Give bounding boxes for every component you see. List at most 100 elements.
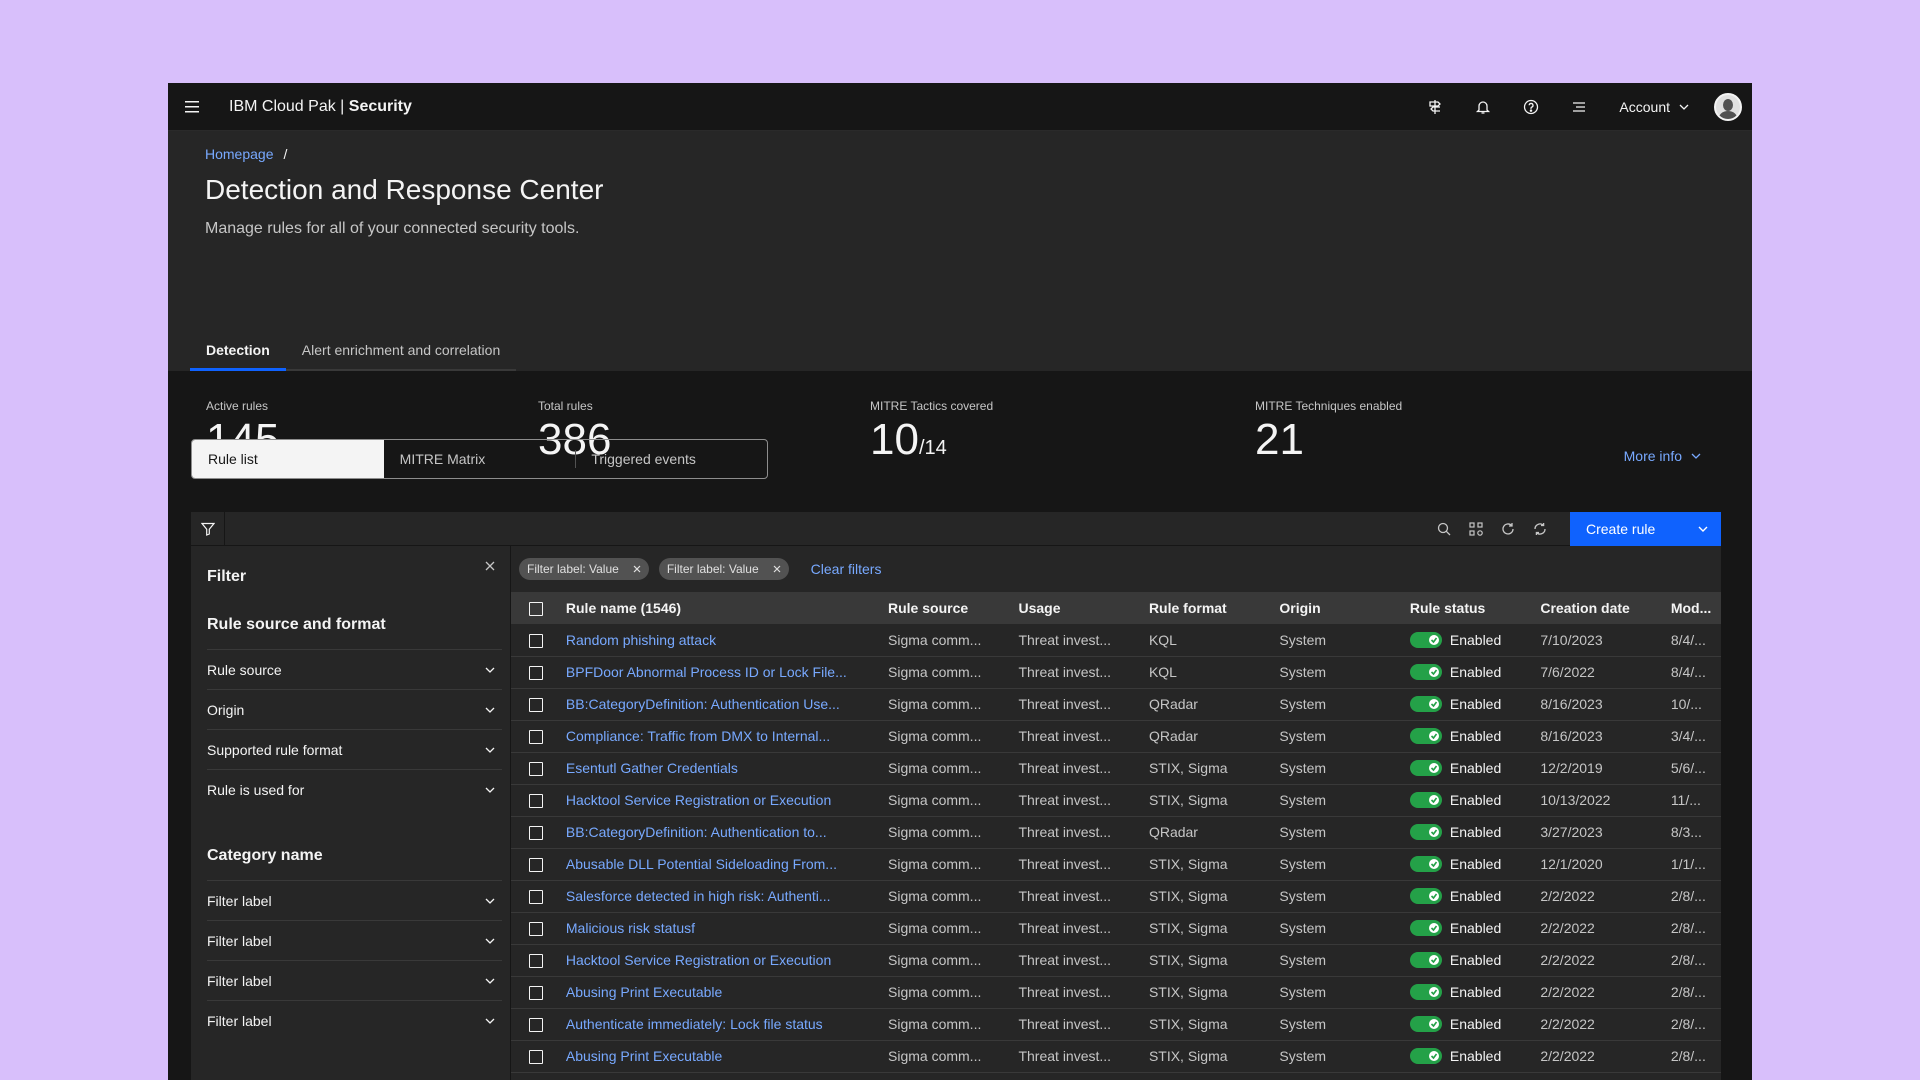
table-row[interactable]: BB:CategoryDefinition: Authentication to… [511, 816, 1721, 848]
filter-item[interactable]: Filter label [207, 880, 502, 920]
rule-name-link[interactable]: BB:CategoryDefinition: Authentication Us… [565, 696, 840, 712]
rule-name-link[interactable]: Abusable DLL Potential Sideloading From.… [565, 856, 837, 872]
switcher-rule-list[interactable]: Rule list [192, 440, 384, 478]
table-row[interactable]: Malicious risk statusf Sigma comm... Threa… [511, 912, 1721, 944]
status-toggle[interactable] [1409, 792, 1442, 808]
sync-icon[interactable] [1524, 512, 1556, 546]
help-icon[interactable] [1507, 83, 1555, 131]
status-toggle[interactable] [1409, 664, 1442, 680]
breadcrumb-home-link[interactable]: Homepage [205, 146, 274, 162]
row-checkbox[interactable] [529, 762, 543, 777]
status-toggle[interactable] [1409, 888, 1442, 904]
status-toggle[interactable] [1409, 824, 1442, 840]
create-rule-button[interactable]: Create rule [1570, 512, 1721, 546]
filter-item-rule-source[interactable]: Rule source [207, 649, 502, 689]
row-checkbox[interactable] [529, 1018, 543, 1033]
status-toggle[interactable] [1409, 920, 1442, 936]
tab-detection[interactable]: Detection [190, 331, 286, 371]
row-checkbox[interactable] [529, 633, 543, 648]
status-toggle[interactable] [1409, 856, 1442, 872]
table-row[interactable]: Authenticate immediately: Lock file stat… [511, 1008, 1721, 1040]
close-icon[interactable] [480, 556, 500, 576]
row-checkbox[interactable] [529, 826, 543, 841]
table-row[interactable]: Abusing Print Executable Sigma comm... Thr… [511, 1040, 1721, 1072]
status-toggle[interactable] [1409, 952, 1442, 968]
row-checkbox[interactable] [529, 890, 543, 905]
status-toggle[interactable] [1409, 696, 1442, 712]
row-checkbox[interactable] [529, 954, 543, 969]
chevron-down-icon[interactable] [1697, 523, 1709, 535]
rule-name-link[interactable]: Esentutl Gather Credentials [565, 760, 738, 776]
table-row[interactable]: Abusable DLL Potential Sideloading From.… [511, 848, 1721, 880]
switcher-triggered-events[interactable]: Triggered events [575, 440, 767, 478]
status-toggle[interactable] [1409, 760, 1442, 776]
status-toggle[interactable] [1409, 1048, 1442, 1064]
column-header[interactable]: Usage [1018, 600, 1061, 616]
table-row[interactable]: Hacktool Service Registration or Executi… [511, 944, 1721, 976]
filter-item-used-for[interactable]: Rule is used for [207, 769, 502, 809]
notification-icon[interactable] [1459, 83, 1507, 131]
rule-name-link[interactable]: Compliance: Traffic from DMX to Internal… [565, 728, 831, 744]
more-info-link[interactable]: More info [1624, 448, 1702, 464]
rule-name-link[interactable]: Authenticate immediately: Lock file stat… [565, 1016, 823, 1032]
table-row[interactable]: Salesforce detected in high risk: Authen… [511, 880, 1721, 912]
product-name[interactable]: IBM Cloud Pak | Security [229, 98, 412, 116]
status-toggle[interactable] [1409, 728, 1442, 744]
close-icon[interactable] [629, 561, 645, 577]
column-header[interactable]: Rule status [1409, 600, 1486, 616]
row-checkbox[interactable] [529, 922, 543, 937]
table-row[interactable]: Esentutl Gather Credentials Sigma comm...… [511, 752, 1721, 784]
table-row[interactable]: BPFDoor Abnormal Process ID or Lock File… [511, 656, 1721, 688]
status-toggle[interactable] [1409, 1016, 1442, 1032]
row-checkbox[interactable] [529, 666, 543, 681]
rule-name-link[interactable]: Random phishing attack [565, 631, 717, 648]
rule-name-link[interactable]: Abusing Print Executable [565, 1048, 723, 1064]
row-checkbox[interactable] [529, 794, 543, 809]
rule-name-link[interactable]: Hacktool Service Registration or Executi… [565, 952, 832, 968]
search-icon[interactable] [1428, 512, 1460, 546]
filter-item[interactable]: Filter label [207, 920, 502, 960]
rule-name-link[interactable]: Abusing Print Executable [565, 984, 723, 1000]
row-checkbox[interactable] [529, 730, 543, 745]
row-checkbox[interactable] [529, 986, 543, 1001]
refresh-icon[interactable] [1492, 512, 1524, 546]
row-checkbox[interactable] [529, 698, 543, 713]
rule-name-link[interactable]: Hacktool Service Registration or Executi… [565, 792, 832, 808]
close-icon[interactable] [769, 561, 785, 577]
filter-item-supported-format[interactable]: Supported rule format [207, 729, 502, 769]
status-toggle[interactable] [1409, 984, 1442, 1000]
select-all-checkbox[interactable] [529, 602, 543, 617]
table-row[interactable]: Abusing Print Executable Sigma comm... Thr… [511, 976, 1721, 1008]
table-row[interactable]: BB:CategoryDefinition: Authentication Us… [511, 688, 1721, 720]
row-checkbox[interactable] [529, 1050, 543, 1065]
column-header[interactable]: Mod... [1670, 600, 1712, 616]
switcher-mitre-matrix[interactable]: MITRE Matrix [399, 451, 486, 467]
account-menu[interactable]: Account [1603, 83, 1704, 131]
rule-name-link[interactable]: Salesforce detected in high risk: Authen… [565, 888, 831, 904]
column-header[interactable]: Origin [1279, 600, 1321, 616]
column-settings-icon[interactable] [1460, 512, 1492, 546]
rule-name-link[interactable]: Malicious risk statusf [565, 920, 696, 936]
signpost-icon[interactable] [1411, 83, 1459, 131]
tab-alert-enrichment[interactable]: Alert enrichment and correlation [285, 331, 517, 371]
filter-item[interactable]: Filter label [207, 1000, 502, 1040]
status-toggle[interactable] [1409, 631, 1442, 648]
filter-item[interactable]: Filter label [207, 960, 502, 1000]
avatar-button[interactable] [1704, 83, 1752, 131]
column-header[interactable]: Rule format [1148, 600, 1227, 616]
row-checkbox[interactable] [529, 858, 543, 873]
filter-icon[interactable] [191, 511, 225, 546]
table-row[interactable]: Random phishing attack Sigma comm... Threa… [511, 624, 1721, 656]
clear-filters-link[interactable]: Clear filters [810, 561, 882, 577]
chevron-down-icon [485, 667, 495, 673]
list-icon[interactable] [1555, 83, 1603, 131]
column-header[interactable]: Creation date [1540, 600, 1630, 616]
table-row[interactable]: Hacktool Service Registration or Executi… [511, 784, 1721, 816]
column-header[interactable]: Rule source [888, 600, 969, 616]
rule-name-link[interactable]: BPFDoor Abnormal Process ID or Lock File… [565, 664, 847, 680]
menu-icon[interactable] [168, 83, 216, 131]
filter-item-origin[interactable]: Origin [207, 689, 502, 729]
table-row[interactable]: Compliance: Traffic from DMX to Internal… [511, 720, 1721, 752]
rule-name-link[interactable]: BB:CategoryDefinition: Authentication to… [565, 824, 827, 840]
column-header[interactable]: Rule name (1546) [565, 600, 682, 616]
